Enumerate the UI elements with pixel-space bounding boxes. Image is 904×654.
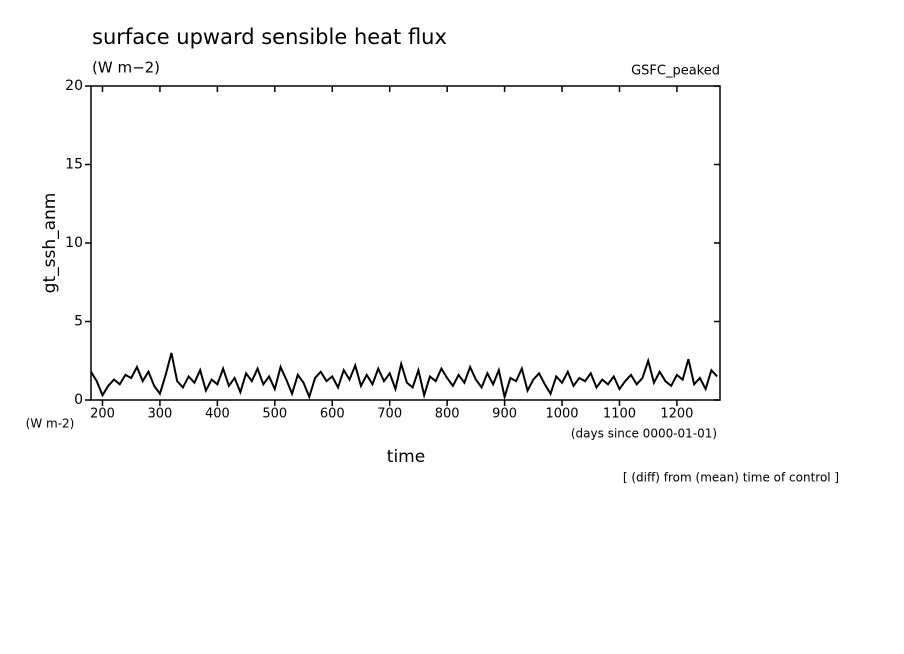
x-tick-label: 200 [90, 407, 115, 422]
data-line [90, 352, 718, 401]
x-tick-label: 900 [492, 407, 517, 422]
x-tick-label: 700 [377, 407, 402, 422]
annotation: GSFC_peaked [631, 64, 720, 79]
y-tick-label: 5 [74, 314, 83, 330]
y-tick-label: 15 [65, 157, 83, 173]
x-tick-label: 800 [435, 407, 460, 422]
x-units: (days since 0000-01-01) [571, 427, 717, 441]
chart-title: surface upward sensible heat flux [92, 25, 447, 49]
y-tick-label: 0 [74, 392, 83, 408]
x-tick-label: 300 [148, 407, 173, 422]
x-tick-label: 400 [205, 407, 230, 422]
subtitle: (W m−2) [92, 59, 160, 77]
x-tick-label: 500 [262, 407, 287, 422]
x-tick-label: 1100 [603, 407, 636, 422]
plot-frame [90, 85, 721, 401]
x-tick-label: 1200 [660, 407, 693, 422]
x-axis-label: time [387, 447, 425, 467]
x-tick-label: 1000 [545, 407, 578, 422]
y-tick-label: 10 [65, 235, 83, 251]
footnote: [ (diff) from (mean) time of control ] [623, 471, 839, 485]
y-axis-label: gt_ssh_anm [40, 193, 60, 294]
y-tick-label: 20 [65, 78, 83, 94]
y-units: (W m-2) [26, 417, 75, 431]
x-tick-label: 600 [320, 407, 345, 422]
